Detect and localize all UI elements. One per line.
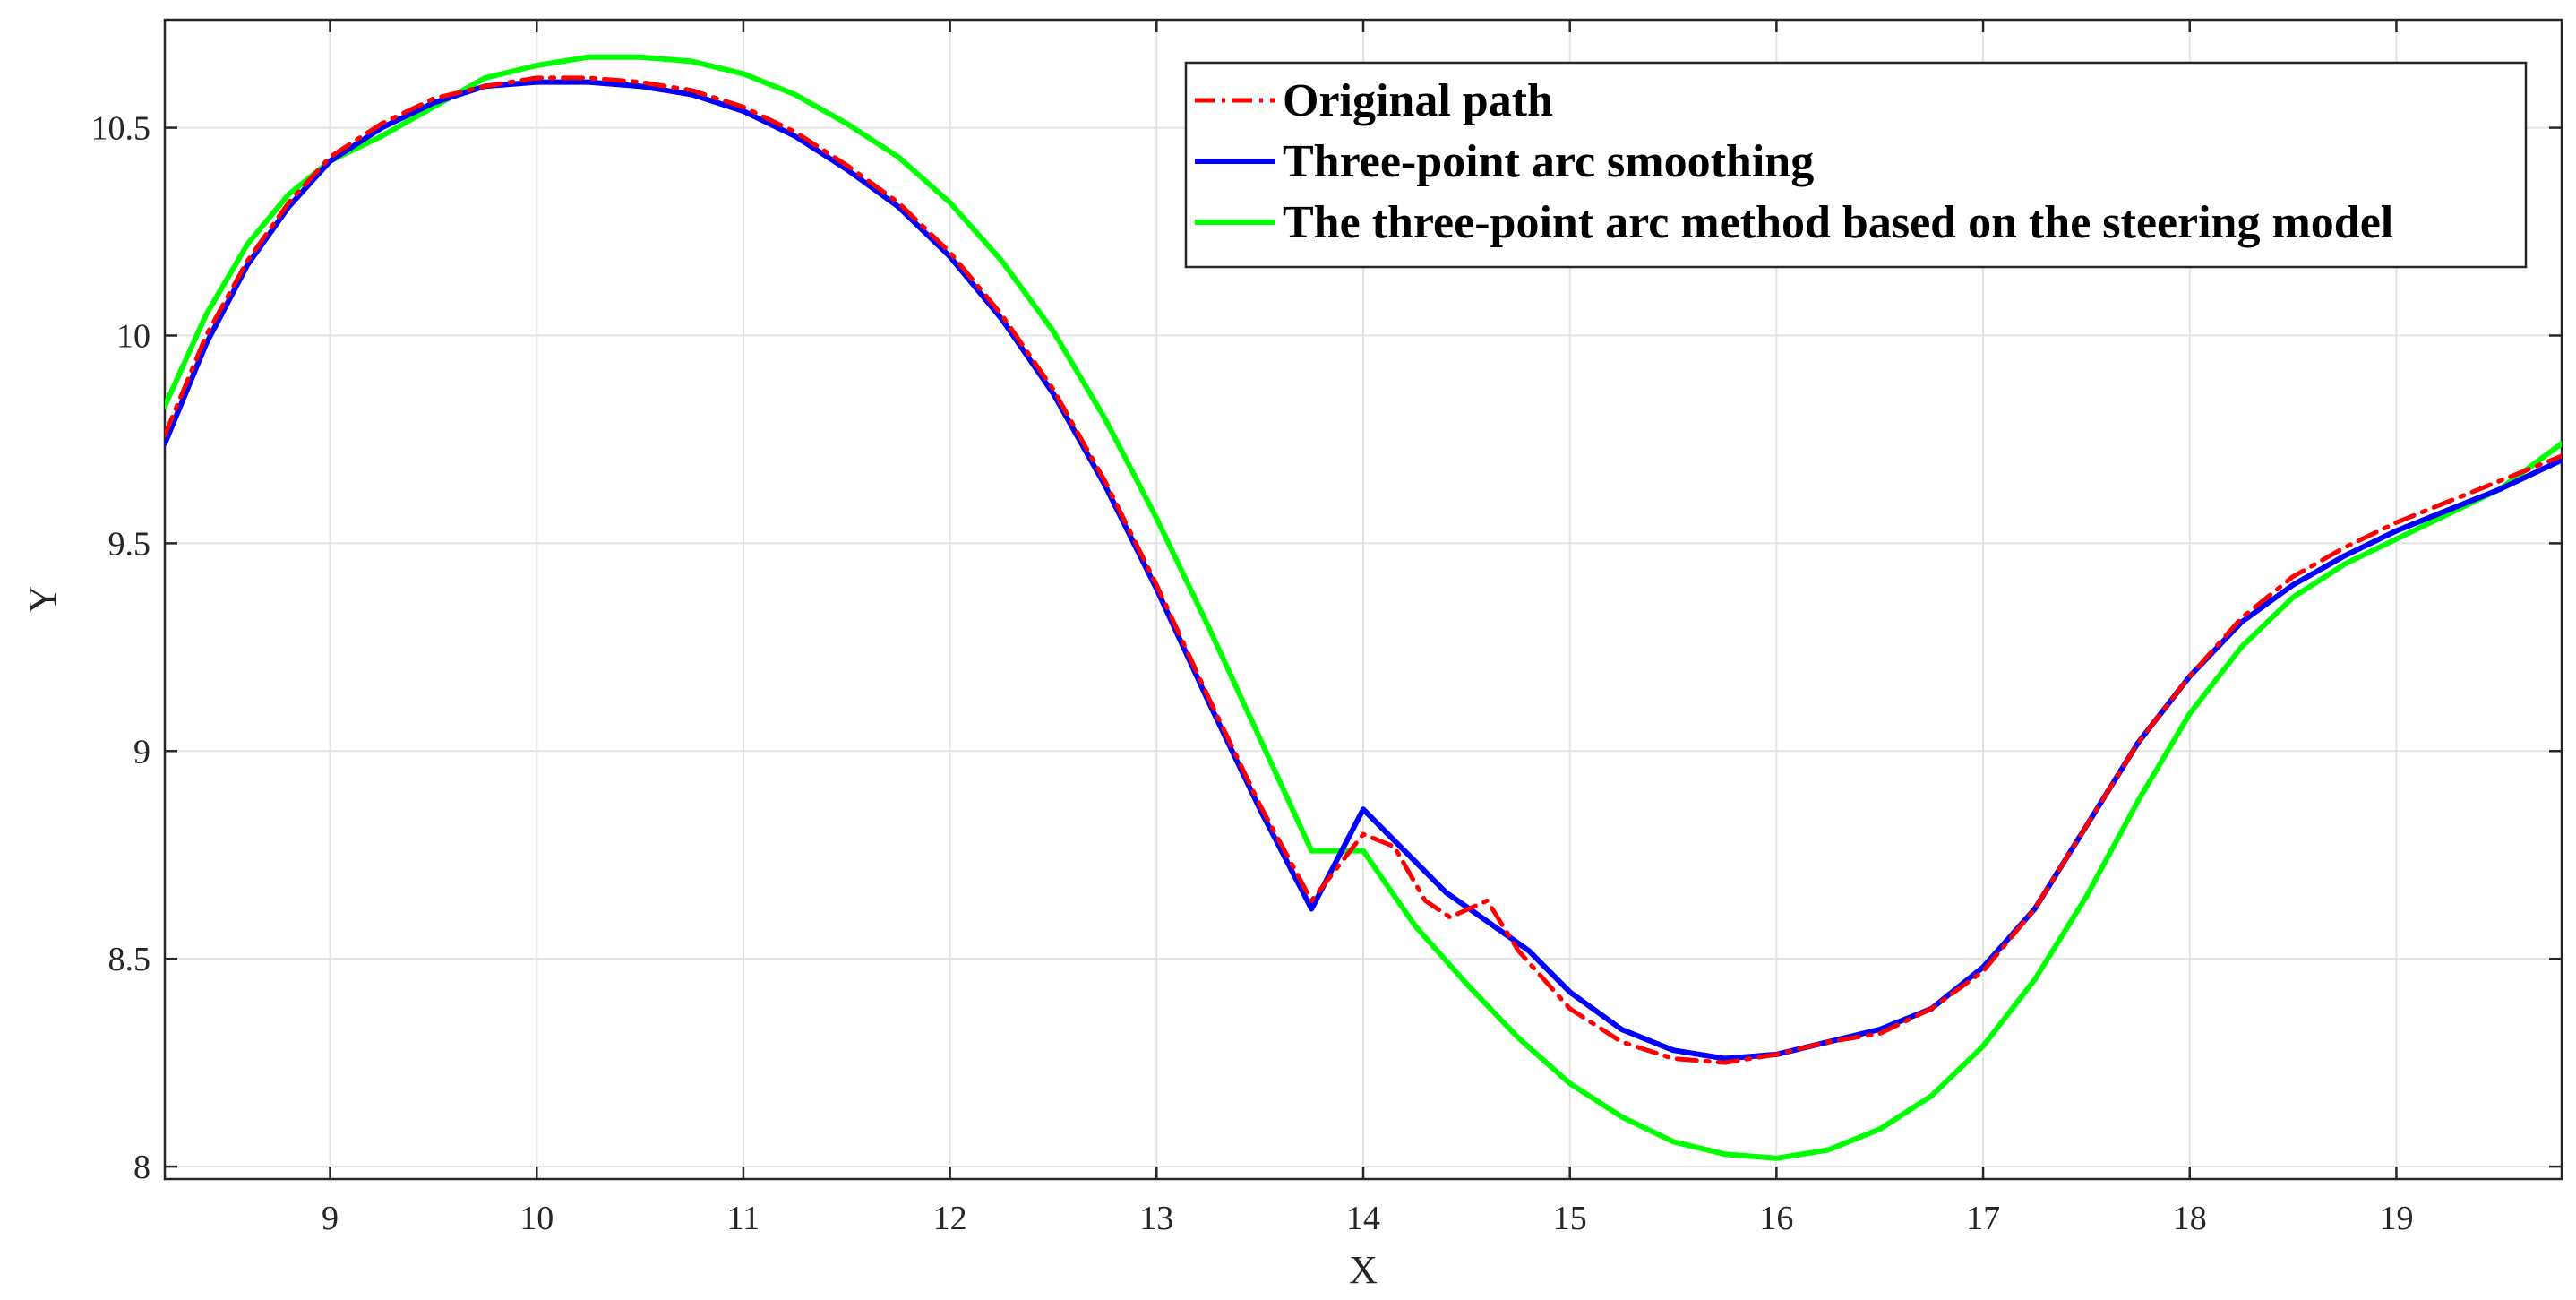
legend-label-three-point-arc-smoothing: Three-point arc smoothing [1283,136,1814,187]
y-axis-label: Y [21,585,64,614]
x-tick-label: 17 [1966,1200,2000,1237]
series-line-steering-model-method [165,54,2562,1161]
legend-label-original-path: Original path [1283,75,1553,126]
axis-ticks: 9 10 11 12 13 14 15 16 17 18 19 8 8.5 9 9.5 10 10.5 [91,20,2562,1237]
legend-label-steering-model-method: The three-point arc method based on the … [1283,197,2393,248]
legend: Original path Three-point arc smoothing … [1184,61,2528,269]
x-tick-label: 15 [1553,1200,1587,1237]
x-tick-label: 19 [2379,1200,2413,1237]
x-tick-label: 9 [322,1200,339,1237]
x-tick-label: 12 [933,1200,967,1237]
y-tick-label: 10.5 [91,110,151,148]
x-tick-label: 18 [2173,1200,2207,1237]
series-line-original-path [165,75,2562,1065]
legend-box [1184,61,2528,269]
x-axis-label: X [1349,1248,1378,1292]
x-tick-label: 11 [727,1200,760,1237]
x-tick-label: 16 [1759,1200,1793,1237]
y-tick-label: 10 [116,317,150,355]
x-tick-label: 14 [1346,1200,1380,1237]
y-tick-label: 9 [133,733,150,771]
y-tick-label: 9.5 [108,525,151,563]
y-tick-label: 8.5 [108,941,151,978]
x-tick-label: 13 [1139,1200,1173,1237]
x-tick-label: 10 [519,1200,554,1237]
y-tick-label: 8 [133,1149,150,1186]
series-layer [165,54,2562,1161]
